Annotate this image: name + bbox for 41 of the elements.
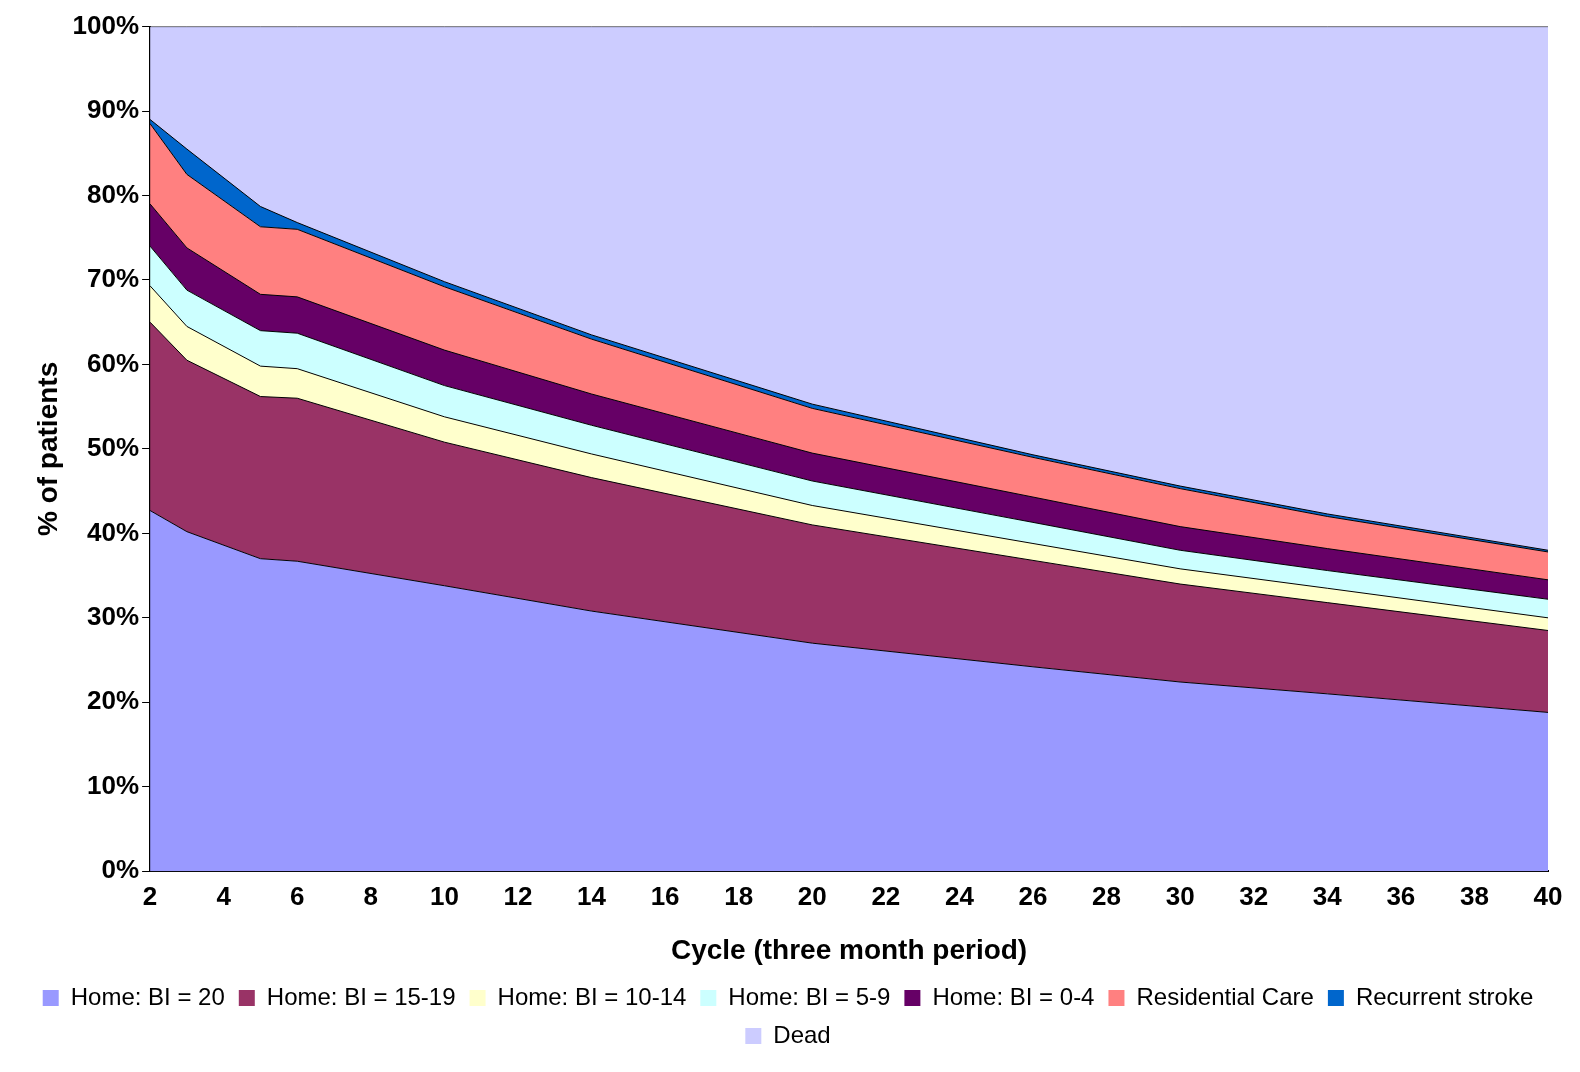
y-tick-label: 100% <box>72 9 140 40</box>
x-tick-label: 4 <box>216 880 232 911</box>
x-tick-label: 10 <box>429 880 459 911</box>
x-tick-label: 32 <box>1239 880 1269 911</box>
x-tick-label: 18 <box>724 880 754 911</box>
x-tick-label: 26 <box>1018 880 1048 911</box>
legend-label: Home: BI = 5-9 <box>728 982 891 1010</box>
y-tick-label: 70% <box>87 263 140 294</box>
y-tick-label: 20% <box>87 685 140 716</box>
x-tick-label: 20 <box>797 880 827 911</box>
x-tick-label: 28 <box>1092 880 1122 911</box>
x-tick-label: 30 <box>1165 880 1195 911</box>
x-tick-label: 12 <box>503 880 533 911</box>
legend-label: Home: BI = 15-19 <box>266 982 456 1010</box>
y-tick-label: 0% <box>101 854 140 885</box>
x-tick-label: 6 <box>290 880 305 911</box>
y-tick-label: 10% <box>87 769 140 800</box>
x-tick-label: 8 <box>363 880 379 911</box>
x-tick-label: 2 <box>142 880 158 911</box>
y-tick-label: 40% <box>87 516 140 547</box>
y-axis-title: % of patients <box>31 361 63 537</box>
x-tick-label: 16 <box>650 880 680 911</box>
x-tick-label: 38 <box>1459 880 1489 911</box>
y-tick-label: 90% <box>87 94 140 125</box>
y-tick-label: 50% <box>87 432 140 463</box>
x-tick-label: 22 <box>871 880 901 911</box>
x-tick-label: 34 <box>1312 880 1343 911</box>
x-axis-title: Cycle (three month period) <box>670 933 1028 965</box>
x-tick-label: 14 <box>577 880 607 911</box>
legend-label: Dead <box>773 1020 831 1048</box>
x-tick-label: 36 <box>1386 880 1416 911</box>
x-tick-label: 24 <box>944 880 975 911</box>
y-tick-label: 60% <box>87 347 140 378</box>
legend-label: Home: BI = 10-14 <box>497 982 687 1010</box>
legend-label: Home: BI = 20 <box>70 982 225 1010</box>
x-tick-label: 40 <box>1533 880 1563 911</box>
y-tick-label: 80% <box>87 178 140 209</box>
legend-label: Recurrent stroke <box>1355 982 1534 1010</box>
legend-label: Home: BI = 0-4 <box>932 982 1095 1010</box>
legend-label: Residential Care <box>1136 982 1314 1010</box>
y-tick-label: 30% <box>87 600 140 631</box>
